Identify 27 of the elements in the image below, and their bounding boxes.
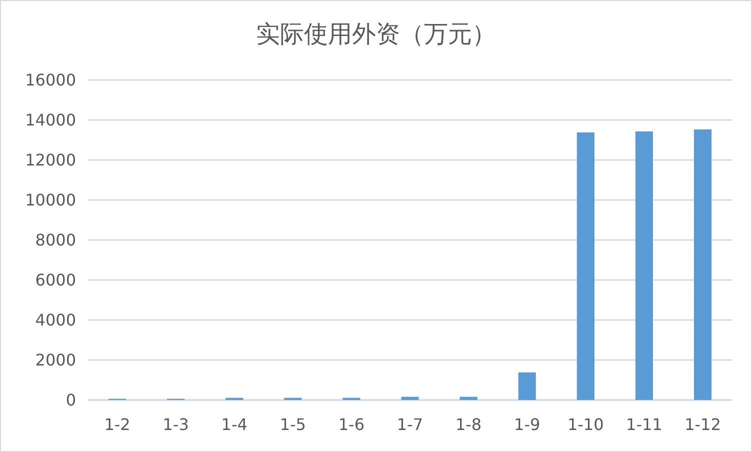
y-tick-label: 6000 <box>35 270 76 290</box>
x-tick-label: 1-12 <box>684 415 721 434</box>
bar <box>694 129 712 400</box>
y-tick-label: 4000 <box>35 310 76 330</box>
y-tick-label: 2000 <box>35 350 76 370</box>
y-tick-label: 12000 <box>25 150 76 170</box>
y-tick-label: 14000 <box>25 110 76 130</box>
y-tick-label: 10000 <box>25 190 76 210</box>
x-tick-label: 1-6 <box>338 415 365 434</box>
x-tick-label: 1-9 <box>514 415 540 434</box>
bar <box>401 396 419 400</box>
x-tick-label: 1-2 <box>104 415 130 434</box>
x-tick-label: 1-10 <box>567 415 604 434</box>
y-tick-label: 16000 <box>25 70 76 90</box>
x-tick-label: 1-4 <box>221 415 248 434</box>
x-tick-label: 1-7 <box>396 415 424 434</box>
x-tick-label: 1-5 <box>280 415 306 434</box>
chart-title: 实际使用外资（万元） <box>256 20 496 48</box>
y-tick-label: 0 <box>66 390 76 410</box>
bar <box>518 372 536 400</box>
bar <box>460 396 478 400</box>
bar <box>576 132 594 400</box>
x-tick-label: 1-11 <box>626 415 662 434</box>
x-tick-label: 1-3 <box>162 415 189 434</box>
x-tick-label: 1-8 <box>455 415 482 434</box>
y-tick-label: 8000 <box>35 230 76 250</box>
bar <box>635 131 653 400</box>
